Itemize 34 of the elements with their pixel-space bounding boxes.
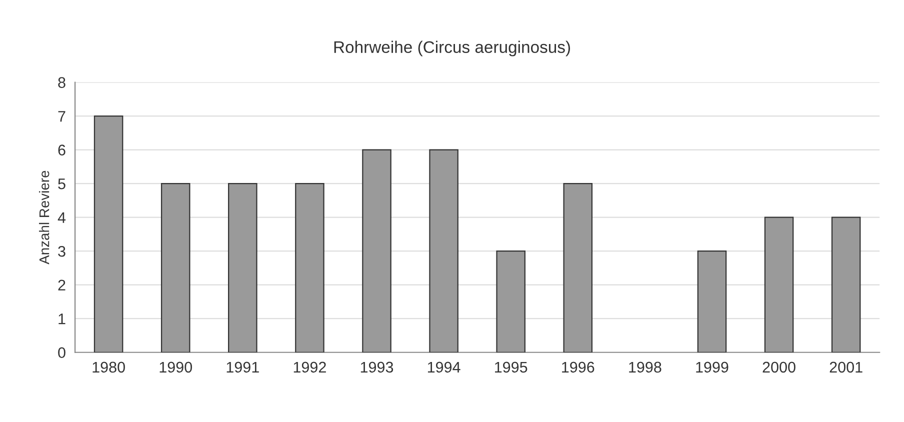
bar xyxy=(697,250,727,352)
y-axis-title: Anzahl Reviere xyxy=(39,170,50,264)
bar xyxy=(295,183,324,352)
x-tick-label: 1991 xyxy=(226,362,259,373)
bar xyxy=(496,250,526,352)
bar xyxy=(228,183,258,352)
x-tick-label: 1993 xyxy=(360,362,394,373)
x-tick-label: 1994 xyxy=(428,362,460,373)
bar xyxy=(563,183,593,352)
y-tick-label: 3 xyxy=(58,246,66,257)
bar xyxy=(160,183,190,352)
x-tick-label: 1995 xyxy=(495,362,528,373)
x-tick-label: 1992 xyxy=(294,362,326,373)
x-tick-label: 1999 xyxy=(696,362,728,373)
bar xyxy=(764,216,794,352)
x-tick-label: 1998 xyxy=(629,362,662,373)
bar xyxy=(429,149,458,352)
y-tick-label: 5 xyxy=(58,178,66,190)
bar xyxy=(831,216,861,352)
bar xyxy=(94,115,124,352)
y-tick-label: 2 xyxy=(58,280,66,290)
y-tick-label: 7 xyxy=(58,111,66,122)
x-tick-label: 1990 xyxy=(160,362,192,373)
x-tick-label: 2000 xyxy=(762,362,796,373)
y-tick-label: 8 xyxy=(58,77,66,88)
y-tick-label: 1 xyxy=(58,314,66,324)
y-tick-label: 6 xyxy=(58,144,66,156)
bar xyxy=(362,149,392,352)
x-tick-label: 2001 xyxy=(830,362,862,373)
y-tick-label: 0 xyxy=(58,347,66,358)
chart-title: Rohrweihe (Circus aeruginosus) xyxy=(334,40,570,56)
y-tick-label: 4 xyxy=(58,212,66,223)
x-tick-label: 1996 xyxy=(562,362,594,373)
x-tick-label: 1980 xyxy=(92,362,125,373)
